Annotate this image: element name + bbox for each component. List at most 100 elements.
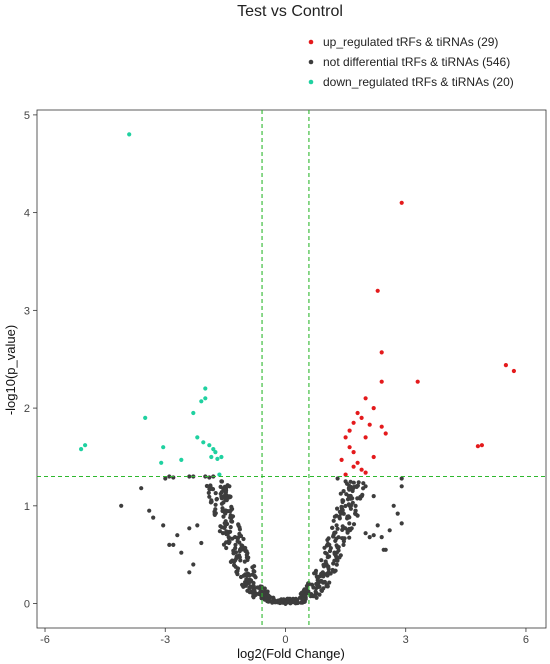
point-up-regulated xyxy=(347,445,352,450)
point-down-regulated xyxy=(195,435,200,440)
point-down-regulated xyxy=(179,457,184,462)
point-down-regulated xyxy=(207,443,212,448)
point-not-differential xyxy=(335,476,340,481)
point-not-differential xyxy=(353,512,358,517)
point-not-differential xyxy=(319,571,324,576)
point-not-differential xyxy=(323,559,328,564)
point-not-differential xyxy=(292,599,297,604)
point-not-differential xyxy=(399,476,404,481)
point-not-differential xyxy=(319,558,324,563)
point-not-differential xyxy=(343,526,348,531)
point-not-differential xyxy=(195,523,200,528)
legend-marker-up xyxy=(308,39,314,45)
point-not-differential xyxy=(222,487,227,492)
point-not-differential xyxy=(204,483,209,489)
plot-panel xyxy=(36,109,547,629)
point-not-differential xyxy=(219,525,224,530)
point-not-differential xyxy=(286,596,291,602)
point-up-regulated xyxy=(415,379,420,384)
point-up-regulated xyxy=(375,288,380,293)
legend-marker-not-differential xyxy=(308,59,314,65)
point-not-differential xyxy=(252,569,257,574)
point-not-differential xyxy=(264,596,269,602)
point-up-regulated xyxy=(343,472,348,477)
point-not-differential xyxy=(355,483,360,488)
point-not-differential xyxy=(281,597,286,602)
point-not-differential xyxy=(361,486,366,491)
point-not-differential xyxy=(331,561,336,566)
chart-legend: up_regulated tRFs & tiRNAs (29) not diff… xyxy=(308,35,514,89)
point-not-differential xyxy=(283,600,288,605)
x-tick-label: -3 xyxy=(160,634,170,646)
point-up-regulated xyxy=(363,470,368,475)
point-not-differential xyxy=(379,535,384,540)
legend-label-not-differential: not differential tRFs & tiRNAs (546) xyxy=(323,55,510,69)
point-not-differential xyxy=(221,514,226,519)
point-not-differential xyxy=(348,493,353,499)
point-not-differential xyxy=(251,580,256,586)
point-not-differential xyxy=(371,533,376,538)
point-not-differential xyxy=(219,479,225,484)
point-not-differential xyxy=(257,590,262,596)
point-not-differential xyxy=(325,584,330,589)
point-not-differential xyxy=(219,496,224,501)
point-not-differential xyxy=(214,497,219,502)
point-up-regulated xyxy=(371,406,376,411)
point-not-differential xyxy=(217,529,222,534)
point-not-differential xyxy=(252,573,257,579)
point-not-differential xyxy=(350,500,355,505)
point-not-differential xyxy=(262,586,267,591)
chart-title: Test vs Control xyxy=(237,3,343,20)
point-not-differential xyxy=(210,487,216,492)
point-not-differential xyxy=(228,494,233,499)
point-not-differential xyxy=(347,483,352,488)
point-not-differential xyxy=(222,510,227,515)
point-up-regulated xyxy=(355,460,360,465)
point-up-regulated xyxy=(367,422,372,427)
point-not-differential xyxy=(220,531,225,536)
point-not-differential xyxy=(244,567,249,572)
point-down-regulated xyxy=(215,456,220,461)
point-not-differential xyxy=(343,503,348,509)
point-not-differential xyxy=(273,600,278,605)
point-not-differential xyxy=(314,595,319,600)
point-not-differential xyxy=(347,521,352,526)
point-not-differential xyxy=(297,595,302,600)
point-not-differential xyxy=(341,542,346,548)
point-not-differential xyxy=(399,521,404,526)
y-tick-label: 5 xyxy=(24,110,30,122)
point-not-differential xyxy=(340,508,345,513)
point-not-differential xyxy=(399,484,404,489)
point-not-differential xyxy=(334,536,339,541)
point-not-differential xyxy=(218,491,223,496)
point-up-regulated xyxy=(359,415,364,420)
point-down-regulated xyxy=(203,396,208,401)
point-not-differential xyxy=(235,536,240,541)
point-up-regulated xyxy=(351,450,356,455)
point-not-differential xyxy=(147,508,152,513)
point-not-differential xyxy=(227,539,232,545)
point-not-differential xyxy=(236,523,241,528)
point-not-differential xyxy=(234,569,239,575)
x-tick-label: 6 xyxy=(523,634,529,646)
point-not-differential xyxy=(314,581,319,587)
point-not-differential xyxy=(363,531,368,536)
point-not-differential xyxy=(334,523,339,528)
point-not-differential xyxy=(325,541,330,546)
point-up-regulated xyxy=(351,420,356,425)
point-not-differential xyxy=(346,502,351,507)
point-not-differential xyxy=(245,577,250,582)
point-not-differential xyxy=(238,533,244,539)
point-not-differential xyxy=(213,511,218,516)
point-down-regulated xyxy=(127,132,132,137)
point-up-regulated xyxy=(343,435,348,440)
point-not-differential xyxy=(387,528,392,533)
point-not-differential xyxy=(241,583,246,588)
point-not-differential xyxy=(325,537,330,543)
point-down-regulated xyxy=(83,443,88,448)
point-not-differential xyxy=(207,494,212,499)
point-not-differential xyxy=(323,550,328,555)
point-up-regulated xyxy=(339,457,344,462)
point-not-differential xyxy=(312,571,317,576)
